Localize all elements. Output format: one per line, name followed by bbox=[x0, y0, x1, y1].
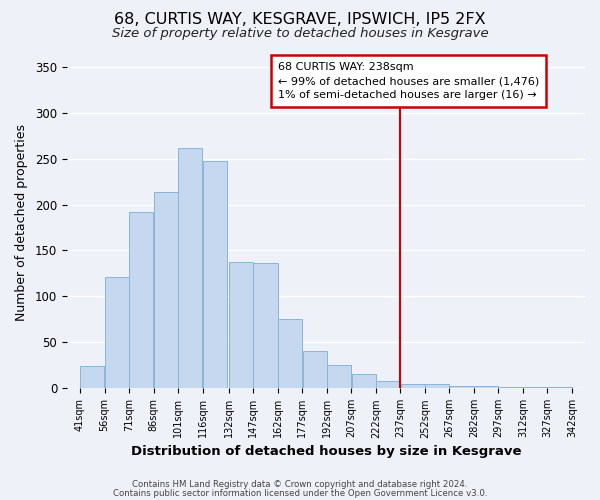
Text: Contains HM Land Registry data © Crown copyright and database right 2024.: Contains HM Land Registry data © Crown c… bbox=[132, 480, 468, 489]
Bar bbox=[278, 320, 302, 388]
Bar bbox=[178, 148, 202, 388]
Bar bbox=[203, 162, 227, 388]
Text: 68 CURTIS WAY: 238sqm
← 99% of detached houses are smaller (1,476)
1% of semi-de: 68 CURTIS WAY: 238sqm ← 99% of detached … bbox=[278, 62, 539, 100]
Bar bbox=[253, 264, 278, 388]
Bar bbox=[105, 277, 129, 388]
Bar bbox=[302, 350, 326, 389]
Bar bbox=[229, 262, 253, 388]
Y-axis label: Number of detached properties: Number of detached properties bbox=[15, 124, 28, 322]
X-axis label: Distribution of detached houses by size in Kesgrave: Distribution of detached houses by size … bbox=[131, 444, 521, 458]
Bar bbox=[80, 366, 104, 388]
Text: Size of property relative to detached houses in Kesgrave: Size of property relative to detached ho… bbox=[112, 28, 488, 40]
Text: 68, CURTIS WAY, KESGRAVE, IPSWICH, IP5 2FX: 68, CURTIS WAY, KESGRAVE, IPSWICH, IP5 2… bbox=[114, 12, 486, 28]
Bar bbox=[129, 212, 153, 388]
Bar bbox=[376, 381, 400, 388]
Text: Contains public sector information licensed under the Open Government Licence v3: Contains public sector information licen… bbox=[113, 488, 487, 498]
Bar bbox=[327, 366, 351, 388]
Bar bbox=[425, 384, 449, 388]
Bar bbox=[352, 374, 376, 388]
Bar bbox=[449, 386, 473, 388]
Bar bbox=[401, 384, 425, 388]
Bar bbox=[154, 192, 178, 388]
Bar bbox=[474, 386, 498, 388]
